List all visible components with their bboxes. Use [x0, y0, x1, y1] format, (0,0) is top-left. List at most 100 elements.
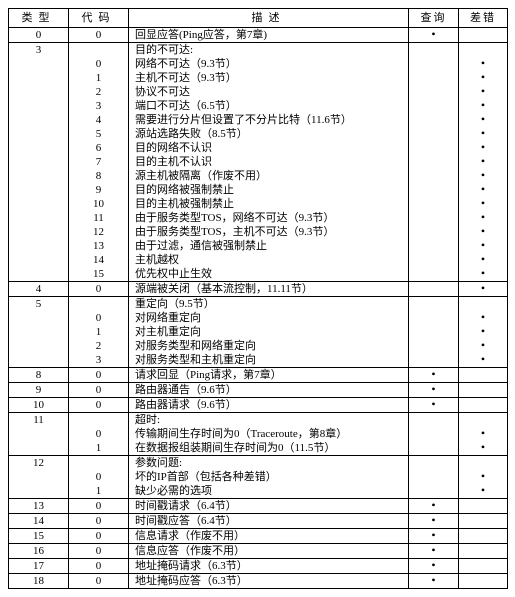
cell-type: 14 — [9, 514, 69, 529]
table-row: 12参数问题: — [9, 456, 508, 471]
cell-query — [409, 197, 459, 211]
cell-type: 0 — [9, 28, 69, 43]
dot-icon: • — [481, 470, 485, 483]
cell-type: 9 — [9, 383, 69, 398]
cell-type — [9, 484, 69, 499]
cell-error: • — [459, 113, 508, 127]
cell-query: • — [409, 368, 459, 383]
dot-icon: • — [481, 197, 485, 210]
cell-type: 8 — [9, 368, 69, 383]
dot-icon: • — [481, 113, 485, 126]
cell-query — [409, 267, 459, 282]
cell-type: 15 — [9, 529, 69, 544]
cell-desc: 对网络重定向 — [129, 311, 409, 325]
cell-query: • — [409, 514, 459, 529]
cell-desc: 信息应答（作废不用） — [129, 544, 409, 559]
table-row: 100路由器请求（9.6节）• — [9, 398, 508, 413]
cell-desc: 由于服务类型TOS，主机不可达（9.3节） — [129, 225, 409, 239]
cell-query — [409, 99, 459, 113]
col-type: 类型 — [9, 9, 69, 28]
cell-type — [9, 71, 69, 85]
cell-code: 6 — [69, 141, 129, 155]
cell-type — [9, 211, 69, 225]
cell-code: 0 — [69, 368, 129, 383]
cell-type: 18 — [9, 574, 69, 589]
cell-error — [459, 413, 508, 428]
cell-desc: 路由器通告（9.6节） — [129, 383, 409, 398]
cell-query — [409, 43, 459, 58]
table-row: 130时间戳请求（6.4节）• — [9, 499, 508, 514]
table-row: 90路由器通告（9.6节）• — [9, 383, 508, 398]
cell-error: • — [459, 441, 508, 456]
cell-desc: 由于服务类型TOS，网络不可达（9.3节） — [129, 211, 409, 225]
dot-icon: • — [481, 127, 485, 140]
cell-type: 12 — [9, 456, 69, 471]
cell-type — [9, 239, 69, 253]
cell-error: • — [459, 282, 508, 297]
cell-query — [409, 71, 459, 85]
cell-desc: 目的主机不认识 — [129, 155, 409, 169]
cell-error — [459, 398, 508, 413]
cell-error: • — [459, 484, 508, 499]
cell-error — [459, 383, 508, 398]
table-row: 0传输期间生存时间为0（Traceroute，第8章）• — [9, 427, 508, 441]
cell-type — [9, 253, 69, 267]
cell-desc: 重定向（9.5节） — [129, 297, 409, 312]
cell-desc: 对主机重定向 — [129, 325, 409, 339]
cell-query — [409, 353, 459, 368]
cell-query — [409, 239, 459, 253]
table-row: 11由于服务类型TOS，网络不可达（9.3节）• — [9, 211, 508, 225]
cell-query: • — [409, 383, 459, 398]
cell-desc: 回显应答(Ping应答，第7章) — [129, 28, 409, 43]
dot-icon: • — [481, 225, 485, 238]
table-row: 0对网络重定向 • — [9, 311, 508, 325]
cell-desc: 端口不可达（6.5节） — [129, 99, 409, 113]
cell-desc: 时间戳请求（6.4节） — [129, 499, 409, 514]
cell-error: • — [459, 311, 508, 325]
cell-code: 0 — [69, 311, 129, 325]
cell-code: 5 — [69, 127, 129, 141]
cell-type: 11 — [9, 413, 69, 428]
cell-error: • — [459, 57, 508, 71]
cell-code: 0 — [69, 282, 129, 297]
table-row: 3目的不可达: — [9, 43, 508, 58]
cell-query: • — [409, 574, 459, 589]
cell-type: 4 — [9, 282, 69, 297]
cell-desc: 主机不可达（9.3节） — [129, 71, 409, 85]
table-row: 1对主机重定向• — [9, 325, 508, 339]
cell-query — [409, 427, 459, 441]
table-row: 170地址掩码请求（6.3节）• — [9, 559, 508, 574]
dot-icon: • — [481, 325, 485, 338]
cell-query — [409, 253, 459, 267]
dot-icon: • — [431, 514, 435, 528]
cell-type: 16 — [9, 544, 69, 559]
cell-code: 1 — [69, 484, 129, 499]
cell-code: 0 — [69, 499, 129, 514]
cell-query — [409, 282, 459, 297]
table-row: 150信息请求（作废不用）• — [9, 529, 508, 544]
cell-type — [9, 427, 69, 441]
cell-error: • — [459, 225, 508, 239]
cell-query: • — [409, 559, 459, 574]
cell-type: 17 — [9, 559, 69, 574]
cell-type — [9, 127, 69, 141]
cell-code: 14 — [69, 253, 129, 267]
table-row: 8源主机被隔离（作废不用）• — [9, 169, 508, 183]
table-row: 15优先权中止生效• — [9, 267, 508, 282]
cell-query — [409, 127, 459, 141]
cell-type — [9, 85, 69, 99]
cell-type — [9, 197, 69, 211]
cell-desc: 地址掩码应答（6.3节） — [129, 574, 409, 589]
col-query: 查询 — [409, 9, 459, 28]
table-row: 12由于服务类型TOS，主机不可达（9.3节）• — [9, 225, 508, 239]
table-row: 5源站选路失败（8.5节）• — [9, 127, 508, 141]
dot-icon: • — [481, 311, 485, 324]
dot-icon: • — [481, 155, 485, 168]
cell-error — [459, 499, 508, 514]
cell-desc: 网络不可达（9.3节） — [129, 57, 409, 71]
cell-error: • — [459, 197, 508, 211]
cell-code: 11 — [69, 211, 129, 225]
cell-code: 7 — [69, 155, 129, 169]
cell-error — [459, 514, 508, 529]
cell-code: 4 — [69, 113, 129, 127]
